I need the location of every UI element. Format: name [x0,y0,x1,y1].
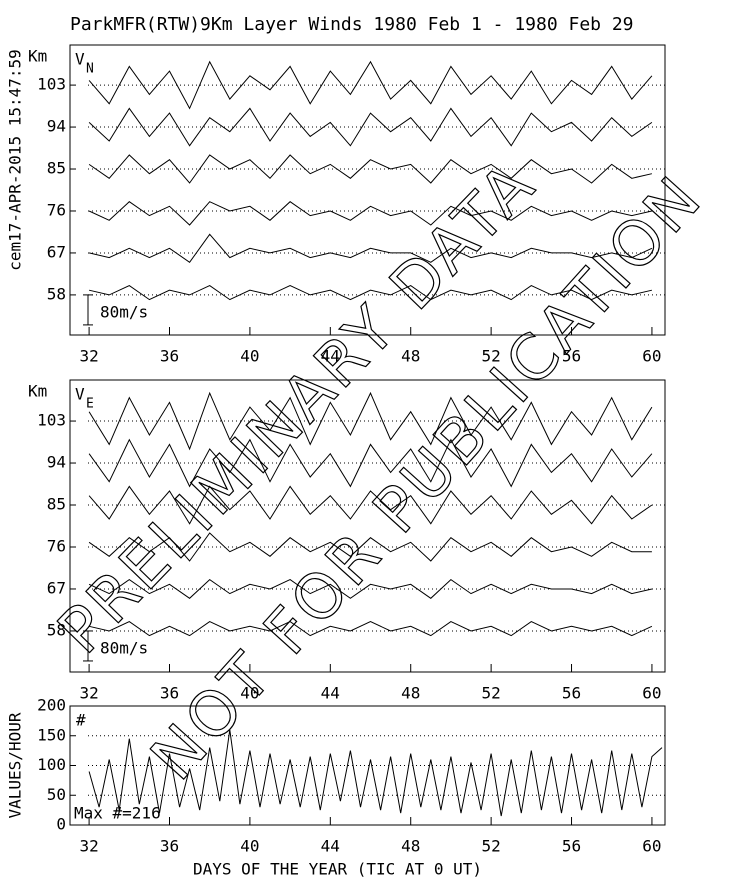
y-tick-label: 100 [37,755,66,774]
y-tick-label: 94 [47,117,66,136]
timestamp: cem17-APR-2015 15:47:59 [6,49,25,271]
series-line [88,201,653,226]
series-line [88,233,653,263]
max-label: Max #=216 [74,804,161,823]
y-tick-label: 85 [47,159,66,178]
y-tick-label: 58 [47,284,66,303]
x-tick-label: 44 [321,837,340,856]
y-tick-label: 76 [47,200,66,219]
y-tick-label: 50 [47,785,66,804]
y-unit: Km [28,382,47,401]
panel-label: V [75,385,85,404]
y-tick-label: 85 [47,495,66,514]
panel-subscript: E [86,397,94,412]
y-tick-label: 200 [37,696,66,715]
y-tick-label: 103 [37,411,66,430]
x-tick-label: 52 [481,837,500,856]
series-line [88,285,653,301]
panel-subscript: N [86,62,94,77]
x-tick-label: 40 [240,684,259,703]
x-tick-label: 36 [160,684,179,703]
x-tick-label: 56 [562,347,581,366]
x-tick-label: 36 [160,837,179,856]
annotation: # [76,711,86,730]
y-axis-label: VALUES/HOUR [6,712,25,818]
x-tick-label: 56 [562,684,581,703]
x-tick-label: 32 [79,684,98,703]
y-tick-label: 103 [37,75,66,94]
plot-frame [69,44,666,336]
x-axis-label: DAYS OF THE YEAR (TIC AT 0 UT) [193,860,482,878]
x-tick-label: 60 [642,684,661,703]
y-tick-label: 150 [37,725,66,744]
series-line [88,391,653,451]
x-tick-label: 60 [642,347,661,366]
x-tick-label: 44 [321,684,340,703]
x-tick-label: 36 [160,347,179,366]
series-line [88,729,663,817]
x-tick-label: 52 [481,347,500,366]
x-tick-label: 40 [240,837,259,856]
series-line [88,107,653,147]
x-tick-label: 40 [240,347,259,366]
x-tick-label: 56 [562,837,581,856]
y-tick-label: 67 [47,242,66,261]
plot-frame [69,379,666,673]
x-tick-label: 48 [401,347,420,366]
x-tick-label: 32 [79,837,98,856]
y-tick-label: 58 [47,620,66,639]
x-tick-label: 44 [321,347,340,366]
y-tick-label: 67 [47,578,66,597]
scale-label: 80m/s [100,302,148,321]
panel-label: V [75,50,85,69]
y-tick-label: 76 [47,536,66,555]
series-line [88,438,653,488]
y-tick-label: 0 [56,815,66,834]
series-line [88,532,652,562]
series-line [88,485,653,525]
scale-label: 80m/s [100,638,148,657]
chart-title: ParkMFR(RTW)9Km Layer Winds 1980 Feb 1 -… [70,14,634,35]
series-line [88,578,653,599]
x-tick-label: 52 [481,684,500,703]
y-unit: Km [28,47,47,66]
series-line [88,60,653,110]
series-line [88,621,653,637]
x-tick-label: 48 [401,684,420,703]
x-tick-label: 60 [642,837,661,856]
y-tick-label: 94 [47,453,66,472]
x-tick-label: 32 [79,347,98,366]
x-tick-label: 48 [401,837,420,856]
series-line [88,154,653,184]
